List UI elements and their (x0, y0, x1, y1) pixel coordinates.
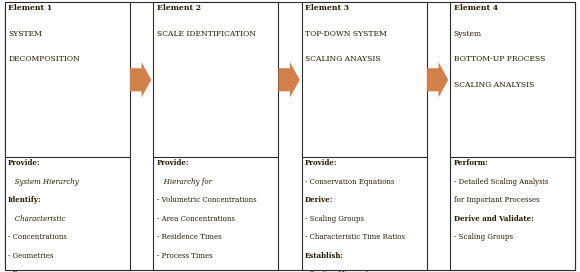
FancyBboxPatch shape (5, 2, 575, 270)
Text: TOP-DOWN SYSTEM: TOP-DOWN SYSTEM (305, 30, 387, 38)
Text: Identify:: Identify: (8, 196, 42, 204)
FancyBboxPatch shape (302, 2, 427, 270)
Text: Hierarchy for: Hierarchy for (157, 178, 212, 186)
Text: - Residence Times: - Residence Times (157, 233, 221, 241)
Text: - Scaling Groups: - Scaling Groups (305, 215, 364, 222)
Text: - Area Concentrations: - Area Concentrations (157, 215, 234, 222)
FancyBboxPatch shape (450, 2, 575, 270)
Text: Provide:: Provide: (8, 159, 41, 167)
Text: BOTTOM-UP PROCESS: BOTTOM-UP PROCESS (454, 55, 545, 63)
FancyArrow shape (278, 62, 300, 97)
Text: Element 2: Element 2 (157, 4, 201, 12)
Text: - Geometries: - Geometries (8, 252, 53, 259)
Text: - Conservation Equations: - Conservation Equations (305, 178, 394, 186)
Text: System: System (454, 30, 481, 38)
Text: - Detailed Scaling Analysis: - Detailed Scaling Analysis (454, 178, 548, 186)
Text: Element 1: Element 1 (8, 4, 52, 12)
Text: SCALING ANAYSIS: SCALING ANAYSIS (305, 55, 380, 63)
Text: Characteristic: Characteristic (8, 215, 66, 222)
Text: - Scaling Hierarchy: - Scaling Hierarchy (305, 270, 374, 272)
Text: SCALING ANALYSIS: SCALING ANALYSIS (454, 81, 534, 89)
Text: - Concentrations: - Concentrations (8, 233, 67, 241)
Text: for Important Processes: for Important Processes (454, 196, 539, 204)
Text: SCALE IDENTIFICATION: SCALE IDENTIFICATION (157, 30, 256, 38)
Text: - Scaling Groups: - Scaling Groups (454, 233, 513, 241)
Text: SYSTEM: SYSTEM (8, 30, 42, 38)
Text: - Volumetric Concentrations: - Volumetric Concentrations (157, 196, 256, 204)
Text: Element 4: Element 4 (454, 4, 498, 12)
Text: Establish:: Establish: (305, 252, 344, 259)
Text: Provide:: Provide: (305, 159, 338, 167)
Text: - Process Times: - Process Times (157, 252, 212, 259)
Text: Derive:: Derive: (305, 196, 334, 204)
Text: - Characteristic Time Ratios: - Characteristic Time Ratios (305, 233, 405, 241)
Text: DECOMPOSITION: DECOMPOSITION (8, 55, 80, 63)
FancyBboxPatch shape (153, 2, 278, 270)
FancyArrow shape (427, 62, 448, 97)
Text: Provide:: Provide: (157, 159, 189, 167)
Text: Derive and Validate:: Derive and Validate: (454, 215, 533, 222)
FancyArrow shape (130, 62, 151, 97)
FancyBboxPatch shape (5, 2, 130, 270)
Text: Element 3: Element 3 (305, 4, 349, 12)
Text: - Processes: - Processes (8, 270, 48, 272)
Text: System Hierarchy: System Hierarchy (8, 178, 79, 186)
Text: Perform:: Perform: (454, 159, 488, 167)
